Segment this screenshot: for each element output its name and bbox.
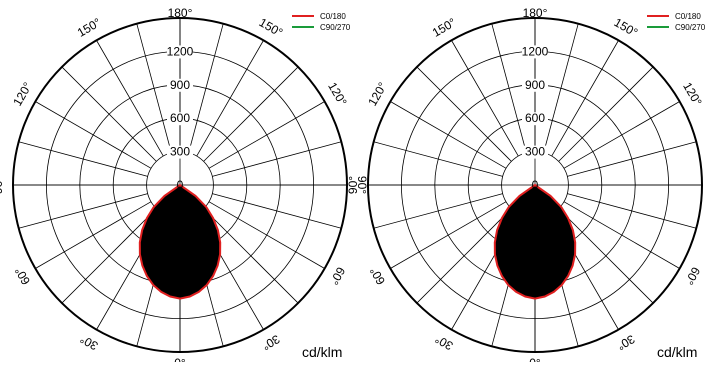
tick-label-bg bbox=[522, 45, 548, 59]
angle-label: 60° bbox=[682, 265, 703, 288]
tick-label-bg bbox=[522, 145, 548, 159]
angle-label: 0° bbox=[529, 356, 541, 362]
angle-label: 30° bbox=[433, 332, 456, 353]
angle-label: 120° bbox=[10, 80, 35, 109]
angle-label: 150° bbox=[612, 15, 641, 40]
tick-label-bg bbox=[522, 112, 548, 126]
legend-label: C0/180 bbox=[320, 12, 346, 21]
angle-label: 90° bbox=[355, 176, 369, 194]
legend-label: C90/270 bbox=[320, 23, 351, 32]
radial-tick-label: 0 bbox=[532, 178, 539, 192]
radial-tick-label: 0 bbox=[177, 178, 184, 192]
angle-label: 60° bbox=[12, 264, 33, 287]
radial-tick-label: 1200 bbox=[522, 44, 549, 58]
polar-chart-2: 0 300 600 900 1200 180° 150° 150° 120° 120° 90°90°… bbox=[346, 6, 706, 367]
angle-label: 30° bbox=[78, 332, 101, 353]
radial-tick-label: 900 bbox=[525, 78, 545, 92]
radial-tick-label: 300 bbox=[525, 145, 545, 159]
angle-label: 150° bbox=[430, 15, 459, 40]
angle-label: 30° bbox=[259, 332, 282, 353]
radial-tick-label: 1200 bbox=[167, 44, 194, 58]
tick-label-bg bbox=[167, 112, 193, 126]
series-curve-c0-180 bbox=[493, 183, 577, 300]
series-curve-c0-180 bbox=[138, 183, 222, 300]
angle-label: 180° bbox=[523, 6, 548, 20]
tick-label-bg bbox=[167, 78, 193, 92]
polar-chart-1: 03006009001200180°150°150°120°120°90°90°… bbox=[0, 6, 369, 367]
angle-label: 60° bbox=[327, 265, 348, 288]
angle-label: 120° bbox=[325, 80, 350, 109]
angle-label: 120° bbox=[680, 80, 705, 109]
radial-tick-label: 600 bbox=[525, 111, 545, 125]
unit-label: cd/klm bbox=[657, 344, 697, 360]
angle-label: 120° bbox=[365, 80, 390, 109]
unit-label: cd/klm bbox=[302, 344, 342, 360]
angle-label: 90° bbox=[0, 176, 5, 194]
angle-label: 90° bbox=[346, 176, 360, 194]
tick-label-bg bbox=[167, 45, 193, 59]
radial-tick-label: 300 bbox=[170, 145, 190, 159]
radial-tick-label: 600 bbox=[170, 111, 190, 125]
angle-label: 180° bbox=[168, 6, 193, 20]
tick-label-bg bbox=[522, 78, 548, 92]
tick-label-bg bbox=[167, 145, 193, 159]
legend-label: C90/270 bbox=[675, 23, 706, 32]
angle-label: 150° bbox=[257, 15, 286, 40]
outer-circle bbox=[12, 17, 348, 353]
angle-label: 60° bbox=[367, 264, 388, 287]
angle-label: 0° bbox=[174, 356, 186, 362]
angle-label: 150° bbox=[75, 15, 104, 40]
radial-tick-label: 900 bbox=[170, 78, 190, 92]
angle-label: 30° bbox=[614, 332, 637, 353]
legend-label: C0/180 bbox=[675, 12, 701, 21]
outer-circle bbox=[367, 17, 703, 353]
